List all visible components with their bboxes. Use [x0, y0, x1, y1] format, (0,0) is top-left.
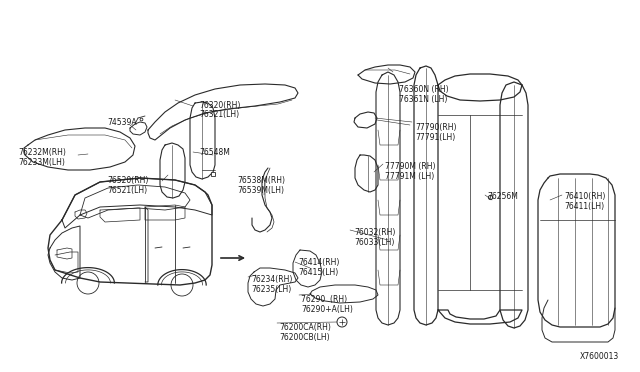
- Text: 76032(RH): 76032(RH): [354, 228, 396, 237]
- Text: 76256M: 76256M: [487, 192, 518, 201]
- Text: 76415(LH): 76415(LH): [298, 268, 339, 277]
- Text: X7600013: X7600013: [580, 352, 620, 361]
- Text: 76361N (LH): 76361N (LH): [399, 95, 447, 104]
- Text: 76410(RH): 76410(RH): [564, 192, 605, 201]
- Text: 76290  (RH): 76290 (RH): [301, 295, 347, 304]
- Text: 76360N (RH): 76360N (RH): [399, 85, 449, 94]
- Text: 76411(LH): 76411(LH): [564, 202, 604, 211]
- Text: 76232M(RH): 76232M(RH): [18, 148, 66, 157]
- Text: 77791M (LH): 77791M (LH): [385, 172, 435, 181]
- Text: 76234(RH): 76234(RH): [251, 275, 292, 284]
- Text: 76321(LH): 76321(LH): [199, 110, 239, 119]
- Text: 76033(LH): 76033(LH): [354, 238, 394, 247]
- Text: 76200CB(LH): 76200CB(LH): [279, 333, 330, 342]
- Text: 76233M(LH): 76233M(LH): [18, 158, 65, 167]
- Text: 74539A: 74539A: [107, 118, 136, 127]
- Text: 76548M: 76548M: [199, 148, 230, 157]
- Text: 77790M (RH): 77790M (RH): [385, 162, 435, 171]
- Text: 76520(RH): 76520(RH): [107, 176, 148, 185]
- Text: 77790(RH): 77790(RH): [415, 123, 456, 132]
- Text: 76200CA(RH): 76200CA(RH): [279, 323, 331, 332]
- Text: 77791(LH): 77791(LH): [415, 133, 455, 142]
- Text: 76538M(RH): 76538M(RH): [237, 176, 285, 185]
- Text: 76320(RH): 76320(RH): [199, 101, 241, 110]
- Text: 76521(LH): 76521(LH): [107, 186, 147, 195]
- Text: 76414(RH): 76414(RH): [298, 258, 339, 267]
- Text: 76539M(LH): 76539M(LH): [237, 186, 284, 195]
- Text: 76235(LH): 76235(LH): [251, 285, 291, 294]
- Text: 76290+A(LH): 76290+A(LH): [301, 305, 353, 314]
